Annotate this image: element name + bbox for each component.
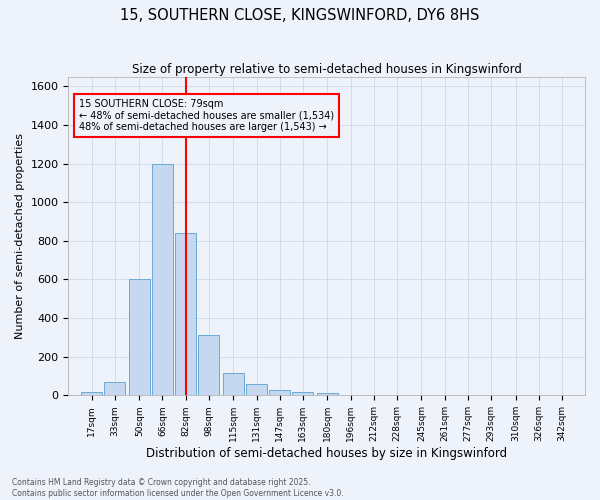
Bar xyxy=(175,233,196,396)
Text: 15 SOUTHERN CLOSE: 79sqm
← 48% of semi-detached houses are smaller (1,534)
48% o: 15 SOUTHERN CLOSE: 79sqm ← 48% of semi-d… xyxy=(79,99,334,132)
Bar xyxy=(81,392,102,396)
Text: Contains HM Land Registry data © Crown copyright and database right 2025.
Contai: Contains HM Land Registry data © Crown c… xyxy=(12,478,344,498)
Bar xyxy=(269,390,290,396)
Title: Size of property relative to semi-detached houses in Kingswinford: Size of property relative to semi-detach… xyxy=(132,62,521,76)
Text: 15, SOUTHERN CLOSE, KINGSWINFORD, DY6 8HS: 15, SOUTHERN CLOSE, KINGSWINFORD, DY6 8H… xyxy=(121,8,479,22)
Bar xyxy=(128,280,150,396)
Bar xyxy=(104,382,125,396)
Bar xyxy=(317,394,338,396)
Bar xyxy=(246,384,267,396)
Bar xyxy=(198,334,220,396)
Bar xyxy=(223,373,244,396)
Y-axis label: Number of semi-detached properties: Number of semi-detached properties xyxy=(15,133,25,339)
X-axis label: Distribution of semi-detached houses by size in Kingswinford: Distribution of semi-detached houses by … xyxy=(146,447,507,460)
Bar xyxy=(152,164,173,396)
Bar xyxy=(292,392,313,396)
